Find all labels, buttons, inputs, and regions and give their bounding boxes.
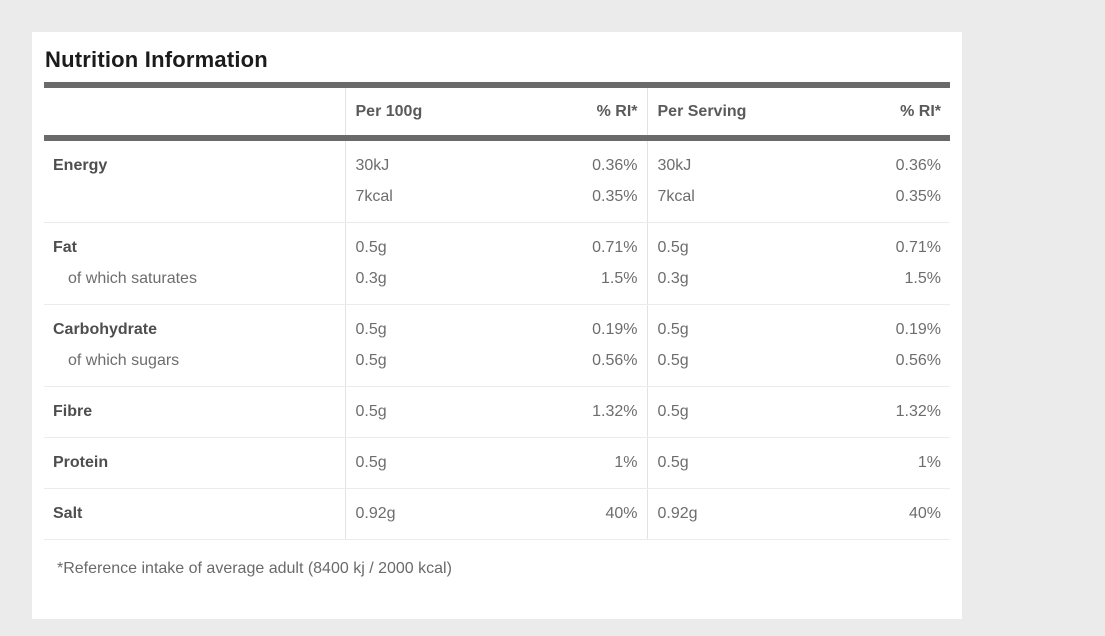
value-per-serving: 0.3g (646, 268, 798, 305)
value-per-100g: 30kJ (344, 138, 496, 186)
table-row-salt: Salt 0.92g 40% 0.92g 40% (44, 488, 950, 540)
ri-per-100g: 0.71% (592, 239, 638, 256)
ri-per-serving: 1.5% (798, 268, 950, 305)
ri-per-serving: 0.36% (895, 157, 941, 174)
table-row-energy-kcal: 7kcal 0.35% 7kcal 0.35% (44, 186, 950, 223)
value-per-100g: 0.5g (344, 304, 496, 350)
header-ri-serving: % RI* (798, 88, 950, 141)
table-row-fibre: Fibre 0.5g 1.32% 0.5g 1.32% (44, 386, 950, 438)
ri-per-100g: 1% (496, 437, 647, 489)
ri-per-serving: 1% (798, 437, 950, 489)
table-row-carbohydrate: Carbohydrate 0.5g 0.19% 0.5g 0.19% (44, 304, 950, 350)
ri-per-100g: 0.19% (592, 321, 638, 338)
value-per-100g: 0.5g (344, 350, 496, 387)
row-label: Fibre (44, 386, 345, 438)
value-per-serving: 0.5g (646, 222, 798, 268)
row-sublabel: of which saturates (44, 268, 345, 305)
value-per-serving: 30kJ (646, 138, 798, 186)
value-per-100g: 0.5g (344, 222, 496, 268)
nutrition-table: Per 100g % RI* Per Serving % RI* Energy … (44, 88, 950, 540)
row-label (44, 186, 345, 223)
table-row-fat: Fat 0.5g 0.71% 0.5g 0.71% (44, 222, 950, 268)
ri-per-serving: 0.56% (798, 350, 950, 387)
table-row-saturates: of which saturates 0.3g 1.5% 0.3g 1.5% (44, 268, 950, 305)
value-per-serving: 0.5g (646, 350, 798, 387)
header-ri-100g: % RI* (496, 88, 647, 141)
ri-per-100g: 0.35% (496, 186, 647, 223)
ri-per-serving: 1.32% (798, 386, 950, 438)
ri-per-serving: 0.35% (798, 186, 950, 223)
row-label: Fat (53, 239, 77, 256)
value-per-100g: 0.5g (344, 386, 496, 438)
ri-per-100g: 1.32% (496, 386, 647, 438)
ri-per-100g: 0.36% (592, 157, 638, 174)
value-per-100g: 7kcal (344, 186, 496, 223)
ri-per-100g: 0.56% (496, 350, 647, 387)
value-per-serving: 0.5g (646, 437, 798, 489)
row-label: Protein (44, 437, 345, 489)
row-label: Salt (44, 488, 345, 540)
value-per-serving: 0.5g (646, 304, 798, 350)
value-per-100g: 0.3g (344, 268, 496, 305)
table-row-sugars: of which sugars 0.5g 0.56% 0.5g 0.56% (44, 350, 950, 387)
row-label: Carbohydrate (53, 321, 158, 338)
reference-intake-footnote: *Reference intake of average adult (8400… (57, 560, 452, 577)
row-sublabel: of which sugars (44, 350, 345, 387)
header-row: Per 100g % RI* Per Serving % RI* (44, 88, 950, 141)
header-blank (44, 88, 345, 141)
value-per-serving: 7kcal (646, 186, 798, 223)
ri-per-serving: 40% (798, 488, 950, 540)
ri-per-serving: 0.19% (895, 321, 941, 338)
header-per-serving: Per Serving (646, 88, 798, 141)
table-row-protein: Protein 0.5g 1% 0.5g 1% (44, 437, 950, 489)
row-label: Energy (53, 157, 108, 174)
ri-per-serving: 0.71% (895, 239, 941, 256)
ri-per-100g: 40% (496, 488, 647, 540)
title-underline-rule (44, 82, 950, 88)
value-per-100g: 0.92g (344, 488, 496, 540)
value-per-serving: 0.5g (646, 386, 798, 438)
table-row-energy: Energy 30kJ 0.36% 30kJ 0.36% (44, 138, 950, 186)
page-title: Nutrition Information (45, 47, 268, 72)
nutrition-card: Nutrition Information Per 100g % RI* Per… (32, 32, 962, 619)
value-per-serving: 0.92g (646, 488, 798, 540)
ri-per-100g: 1.5% (496, 268, 647, 305)
header-per-100g: Per 100g (344, 88, 496, 141)
value-per-100g: 0.5g (344, 437, 496, 489)
